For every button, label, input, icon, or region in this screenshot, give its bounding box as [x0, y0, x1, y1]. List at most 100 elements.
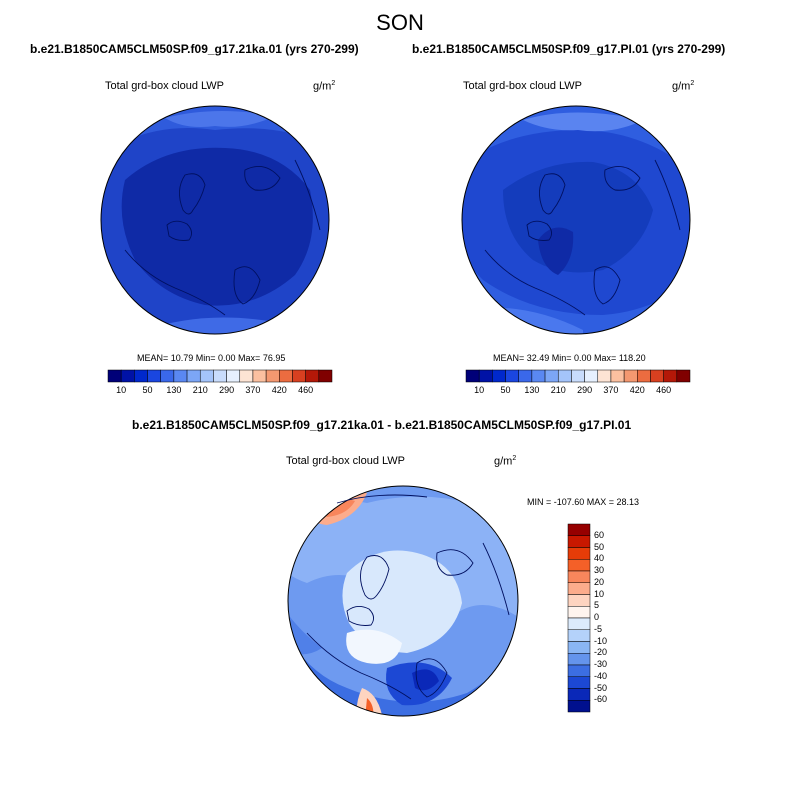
colorbar-label: 10	[594, 588, 605, 599]
colorbar-label: 40	[594, 553, 605, 564]
colorbar-label: 370	[245, 385, 261, 395]
colorbar-swatch	[544, 369, 559, 383]
colorbar-label: 420	[629, 385, 645, 395]
colorbar-swatch	[567, 535, 591, 548]
colorbar-swatch	[239, 369, 254, 383]
colorbar-label: 370	[603, 385, 619, 395]
colorbar-swatch	[567, 676, 591, 689]
colorbar-swatch	[465, 369, 480, 383]
colorbar-swatch	[107, 369, 122, 383]
colorbar-swatch	[623, 369, 638, 383]
colorbar-label: -50	[594, 682, 608, 693]
colorbar-swatch	[186, 369, 201, 383]
panel-1-colorbar-labels: 10 50 130 210 290 370 420 460	[108, 385, 332, 397]
colorbar-swatch	[120, 369, 135, 383]
colorbar-label: -30	[594, 659, 608, 669]
colorbar-swatch	[567, 617, 591, 630]
panel-2-colorbar	[465, 369, 691, 383]
colorbar-label: 5	[594, 600, 600, 611]
colorbar-swatch	[292, 369, 306, 383]
colorbar-label: -20	[594, 647, 608, 658]
colorbar-label: 130	[524, 385, 540, 395]
panel-3-variable: Total grd-box cloud LWP	[286, 455, 406, 467]
panel-3-map	[287, 485, 519, 717]
season-title: SON	[376, 10, 424, 35]
panel-1-variable: Total grd-box cloud LWP	[105, 80, 225, 92]
colorbar-label: 10	[474, 385, 485, 395]
colorbar-swatch	[567, 641, 591, 654]
colorbar-swatch	[567, 559, 591, 572]
colorbar-swatch	[567, 582, 591, 595]
colorbar-label: 290	[219, 385, 235, 395]
colorbar-label: -5	[594, 623, 603, 634]
colorbar-swatch	[650, 369, 664, 383]
panel-3-colorbar	[567, 523, 591, 713]
panel-2-map	[461, 105, 691, 335]
colorbar-label: 210	[192, 385, 208, 395]
colorbar-swatch	[531, 369, 546, 383]
colorbar-label: 420	[271, 385, 287, 395]
colorbar-swatch	[505, 369, 519, 383]
colorbar-label: 130	[166, 385, 182, 395]
colorbar-label: 50	[500, 385, 511, 395]
colorbar-label: 460	[298, 385, 314, 395]
panel-2-title: b.e21.B1850CAM5CLM50SP.f09_g17.PI.01 (yr…	[412, 42, 726, 56]
panel-2-variable: Total grd-box cloud LWP	[463, 80, 583, 92]
panel-1-stats: MEAN= 10.79 Min= 0.00 Max= 76.95	[137, 353, 286, 363]
colorbar-swatch	[637, 369, 651, 383]
colorbar-label: -10	[594, 635, 608, 646]
panel-2-stats: MEAN= 32.49 Min= 0.00 Max= 118.20	[493, 353, 646, 363]
colorbar-swatch	[478, 369, 493, 383]
panel-3-stats: MIN = -107.60 MAX = 28.13	[527, 497, 640, 507]
colorbar-swatch	[571, 369, 585, 383]
colorbar-swatch	[557, 369, 572, 383]
colorbar-label: 20	[594, 576, 605, 587]
colorbar-swatch	[567, 653, 591, 666]
colorbar-label: 30	[594, 565, 605, 575]
colorbar-swatch	[173, 369, 188, 383]
colorbar-swatch	[597, 369, 612, 383]
colorbar-swatch	[567, 688, 591, 701]
colorbar-label: -60	[594, 694, 608, 705]
colorbar-swatch	[567, 570, 591, 583]
panel-1-units: g/m2	[313, 80, 336, 93]
panel-3-title: b.e21.B1850CAM5CLM50SP.f09_g17.21ka.01 -…	[132, 418, 632, 432]
colorbar-swatch	[265, 369, 280, 383]
panel-1-title: b.e21.B1850CAM5CLM50SP.f09_g17.21ka.01 (…	[30, 42, 359, 56]
colorbar-swatch	[610, 369, 625, 383]
colorbar-swatch	[567, 700, 591, 713]
colorbar-swatch	[663, 369, 678, 383]
panel-2-units: g/m2	[672, 80, 695, 93]
colorbar-swatch	[226, 369, 241, 383]
colorbar-swatch	[134, 369, 148, 383]
colorbar-swatch	[279, 369, 293, 383]
colorbar-swatch	[567, 547, 591, 560]
colorbar-label: -40	[594, 670, 608, 681]
colorbar-swatch	[567, 594, 591, 607]
colorbar-swatch	[567, 606, 591, 619]
colorbar-label: 60	[594, 529, 605, 540]
colorbar-label: 50	[142, 385, 153, 395]
panel-1-colorbar	[107, 369, 333, 383]
colorbar-swatch	[252, 369, 267, 383]
colorbar-label: 10	[116, 385, 127, 395]
colorbar-label: 50	[594, 541, 605, 552]
colorbar-label: 460	[656, 385, 672, 395]
colorbar-swatch	[199, 369, 214, 383]
colorbar-swatch	[676, 369, 691, 383]
colorbar-swatch	[160, 369, 175, 383]
colorbar-swatch	[305, 369, 320, 383]
colorbar-label: 0	[594, 612, 600, 622]
colorbar-swatch	[518, 369, 533, 383]
colorbar-swatch	[318, 369, 333, 383]
colorbar-swatch	[567, 664, 591, 677]
colorbar-swatch	[492, 369, 506, 383]
panel-3-units: g/m2	[494, 455, 517, 468]
colorbar-swatch	[147, 369, 161, 383]
panel-3-colorbar-labels: 60 50 40 30 20 10 5 0 -5 -10 -20 -30 -40 -50 -60	[594, 524, 634, 712]
colorbar-swatch	[567, 629, 591, 642]
colorbar-label: 290	[577, 385, 593, 395]
colorbar-swatch	[584, 369, 599, 383]
colorbar-swatch	[567, 523, 591, 536]
colorbar-label: 210	[550, 385, 566, 395]
